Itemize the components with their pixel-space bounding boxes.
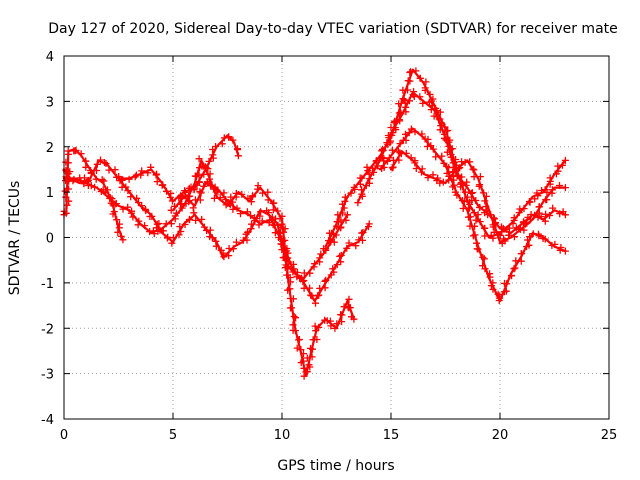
x-tick-label: 15	[383, 428, 400, 443]
x-tick-label: 0	[60, 428, 68, 443]
y-tick-label: 0	[46, 232, 54, 247]
y-tick-label: 2	[46, 141, 54, 156]
x-tick-label: 25	[601, 428, 618, 443]
y-tick-label: -2	[41, 322, 54, 337]
series-9	[388, 149, 569, 247]
data-series	[60, 67, 569, 380]
series-markers	[62, 156, 351, 284]
x-axis-label: GPS time / hours	[277, 458, 394, 474]
y-tick-label: -1	[41, 277, 54, 292]
series-markers	[60, 146, 127, 244]
x-tick-label: 5	[169, 428, 177, 443]
x-tick-label: 10	[274, 428, 291, 443]
series-line	[62, 159, 349, 280]
series-markers	[115, 133, 242, 205]
y-tick-label: -4	[41, 413, 54, 428]
y-tick-label: 3	[46, 95, 54, 110]
series-markers	[167, 178, 373, 307]
series-line	[324, 68, 567, 248]
series-markers	[354, 88, 569, 239]
series-markers	[320, 67, 569, 253]
y-axis-label: SDTVAR / TECUs	[7, 181, 23, 296]
y-tick-label: -3	[41, 368, 54, 383]
series-line	[62, 147, 124, 241]
series-markers	[378, 125, 569, 304]
axis-ticks: 0 5 10 15 20 25 -4 -3 -2 -1 0 1 2 3 4	[41, 50, 617, 443]
y-tick-label: 4	[46, 50, 54, 65]
series-5	[167, 178, 373, 307]
series-1	[60, 146, 127, 244]
series-line	[62, 159, 356, 377]
series-line	[389, 150, 567, 244]
x-tick-label: 20	[492, 428, 509, 443]
series-4	[115, 133, 242, 205]
y-tick-label: 1	[46, 186, 54, 201]
series-8	[378, 125, 569, 304]
series-2	[62, 156, 351, 284]
series-markers	[388, 149, 569, 247]
series-6	[320, 67, 569, 253]
chart-title: Day 127 of 2020, Sidereal Day-to-day VTE…	[48, 21, 618, 37]
